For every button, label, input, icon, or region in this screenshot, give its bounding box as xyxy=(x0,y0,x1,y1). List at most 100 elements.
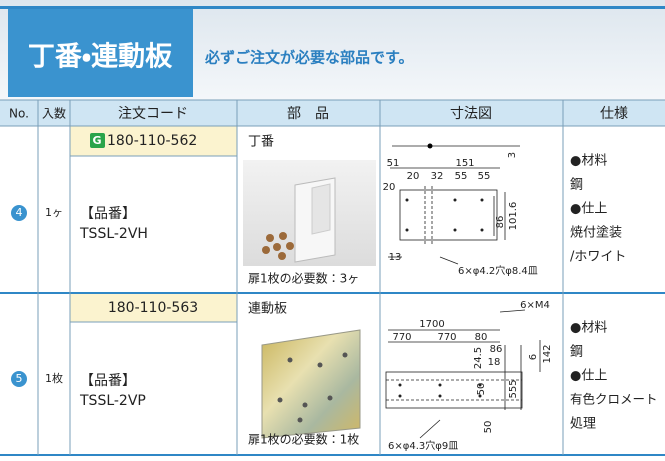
drawing xyxy=(262,232,294,260)
dimension: 32 xyxy=(431,171,444,182)
dimension: 24.5 xyxy=(473,347,484,369)
dimension: 6×φ4.2穴φ8.4皿 xyxy=(458,265,538,277)
dimension: 6 xyxy=(528,354,539,360)
dimension: 3 xyxy=(507,152,518,158)
dimension: 50 xyxy=(483,421,494,434)
col-header: 入数 xyxy=(42,106,66,121)
drawing xyxy=(90,133,105,148)
drawing xyxy=(273,243,281,251)
drawing: G xyxy=(92,134,101,147)
part-name: 連動板 xyxy=(248,302,287,317)
drawing xyxy=(286,242,294,250)
drawing xyxy=(453,228,457,232)
part-name: 丁番 xyxy=(248,135,274,150)
drawing xyxy=(405,198,409,202)
dimension: 18 xyxy=(488,357,501,368)
spec: ●材料 xyxy=(570,321,607,336)
drawing xyxy=(11,371,27,387)
dimension: 555 xyxy=(508,379,519,398)
drawing xyxy=(8,9,193,97)
drawing xyxy=(385,371,523,409)
dimension: 101.6 xyxy=(508,202,519,231)
spec: 焼付塗装 xyxy=(570,226,622,241)
drawing xyxy=(0,6,665,9)
drawing xyxy=(287,357,293,363)
drawing xyxy=(262,246,270,254)
drawing xyxy=(261,329,361,439)
drawing xyxy=(478,383,482,387)
drawing xyxy=(438,394,442,398)
drawing xyxy=(427,143,433,149)
dimension: 86 xyxy=(490,344,503,355)
drawing xyxy=(278,252,286,260)
col-header: No. xyxy=(9,107,29,121)
drawing xyxy=(453,198,457,202)
dimension: 55 xyxy=(455,171,468,182)
drawing xyxy=(405,228,409,232)
drawing xyxy=(405,198,484,232)
spec: 鋼 xyxy=(570,345,583,360)
drawing xyxy=(388,143,520,265)
part-number: TSSL-2VH xyxy=(79,226,148,242)
drawing xyxy=(438,383,442,387)
drawing xyxy=(399,189,498,241)
drawing xyxy=(398,383,482,398)
drawing xyxy=(398,394,402,398)
dimension: 770 xyxy=(392,332,411,343)
row-number: 4 xyxy=(16,206,23,219)
dimension: 13 xyxy=(389,252,402,263)
dimension: 51 xyxy=(387,158,400,169)
drawing xyxy=(478,394,482,398)
col-header: 注文コード xyxy=(118,106,188,122)
col-header: 寸法図 xyxy=(450,106,492,122)
spec: ●仕上 xyxy=(570,202,607,217)
quantity: 1ヶ xyxy=(45,206,63,219)
quantity: 1枚 xyxy=(45,371,63,385)
dimension: 50 xyxy=(476,383,487,396)
drawing xyxy=(0,99,665,456)
drawing xyxy=(311,183,331,235)
title: 丁番・連動板 xyxy=(28,42,173,73)
drawing xyxy=(302,402,308,408)
part-label: 【品番】 xyxy=(80,373,136,389)
drawing xyxy=(439,256,459,265)
dimension: 55 xyxy=(478,171,491,182)
drawing xyxy=(266,234,274,242)
drawing xyxy=(385,309,541,439)
drawing xyxy=(297,417,303,423)
spec: /ホワイト xyxy=(570,250,626,265)
required-qty: 扉1枚の必要数：1枚 xyxy=(248,432,359,447)
order-code: 180-110-563 xyxy=(108,300,198,316)
part-number: TSSL-2VP xyxy=(79,393,146,409)
drawing xyxy=(279,232,287,240)
drawing xyxy=(480,198,484,202)
col-header: 部 品 xyxy=(287,106,329,122)
dimension: 142 xyxy=(542,344,553,363)
dimension: 86 xyxy=(495,216,506,229)
drawing xyxy=(480,228,484,232)
drawing xyxy=(277,352,348,423)
drawing xyxy=(277,397,283,403)
dimension: 770 xyxy=(437,332,456,343)
drawing xyxy=(499,309,526,313)
dimension: 6×φ4.3穴φ9皿 xyxy=(388,440,458,452)
dimension: 20 xyxy=(383,182,396,193)
dimension: 1700 xyxy=(419,319,444,330)
order-code: 180-110-562 xyxy=(107,133,197,149)
drawing xyxy=(70,293,237,322)
part-label: 【品番】 xyxy=(80,206,136,222)
drawing xyxy=(317,362,323,368)
row-number: 5 xyxy=(16,372,23,385)
spec: ●材料 xyxy=(570,154,607,169)
required-qty: 扉1枚の必要数：3ヶ xyxy=(248,271,359,286)
subtitle: 必ずご注文が必要な部品です。 xyxy=(204,49,414,67)
dimension: 6×M4 xyxy=(520,300,550,311)
spec: 処理 xyxy=(570,417,596,432)
drawing xyxy=(398,383,402,387)
spec: 鋼 xyxy=(570,178,583,193)
spec: 有色クロメート xyxy=(570,392,658,407)
dimension: 80 xyxy=(475,332,488,343)
dimension: 151 xyxy=(455,158,474,169)
dimension: 20 xyxy=(407,171,420,182)
